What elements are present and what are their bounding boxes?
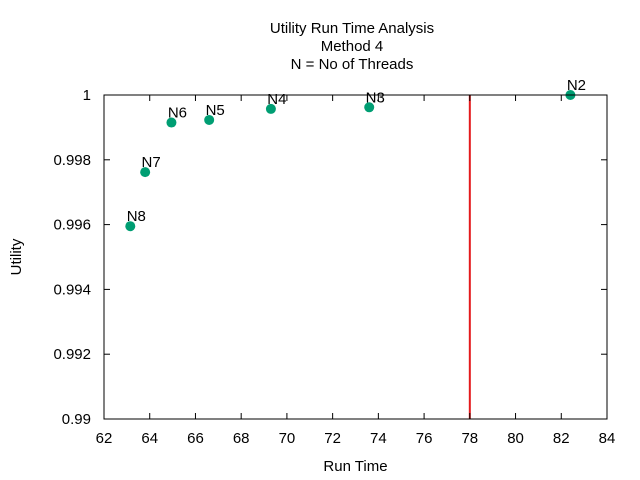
data-point-label: N3 <box>366 89 385 106</box>
y-axis-label: Utility <box>8 238 25 275</box>
y-tick-label: 0.998 <box>53 152 91 169</box>
y-tick-label: 0.992 <box>53 346 91 363</box>
data-point-label: N5 <box>206 102 225 119</box>
x-tick-label: 66 <box>187 430 204 447</box>
x-tick-label: 78 <box>461 430 478 447</box>
y-tick-label: 0.994 <box>53 281 91 298</box>
data-point-n7 <box>140 167 151 178</box>
data-point-n4 <box>265 103 276 114</box>
y-tick-label: 1 <box>83 87 91 104</box>
title-line-3: N = No of Threads <box>291 56 414 73</box>
data-point-n8 <box>125 221 136 232</box>
y-axis: 0.99 0.992 0.994 0.996 0.998 1 <box>53 87 607 428</box>
title-line-2: Method 4 <box>321 38 384 55</box>
y-tick-label: 0.99 <box>62 411 91 428</box>
data-point-n6 <box>166 117 177 128</box>
data-point-label: N4 <box>267 91 286 108</box>
x-tick-label: 82 <box>553 430 570 447</box>
x-tick-label: 64 <box>141 430 158 447</box>
x-axis-label: Run Time <box>323 458 387 475</box>
title-line-1: Utility Run Time Analysis <box>270 20 434 37</box>
x-tick-label: 68 <box>233 430 250 447</box>
data-point-label: N2 <box>567 77 586 94</box>
y-tick-label: 0.996 <box>53 217 91 234</box>
data-point-label: N8 <box>127 208 146 225</box>
x-tick-label: 74 <box>370 430 387 447</box>
data-point-n5 <box>204 114 215 125</box>
x-axis: 62 64 66 68 70 72 74 76 78 80 82 84 <box>96 95 616 447</box>
points-layer: N8 N7 N6 N5 N4 N3 N2 <box>125 77 586 232</box>
plot-frame <box>103 94 608 420</box>
x-tick-label: 84 <box>599 430 616 447</box>
x-tick-label: 80 <box>507 430 524 447</box>
x-tick-label: 76 <box>416 430 433 447</box>
x-tick-label: 72 <box>324 430 341 447</box>
x-tick-label: 70 <box>279 430 296 447</box>
x-tick-label: 62 <box>96 430 113 447</box>
data-point-n3 <box>364 102 375 113</box>
data-point-label: N6 <box>168 105 187 122</box>
data-point-label: N7 <box>142 154 161 171</box>
